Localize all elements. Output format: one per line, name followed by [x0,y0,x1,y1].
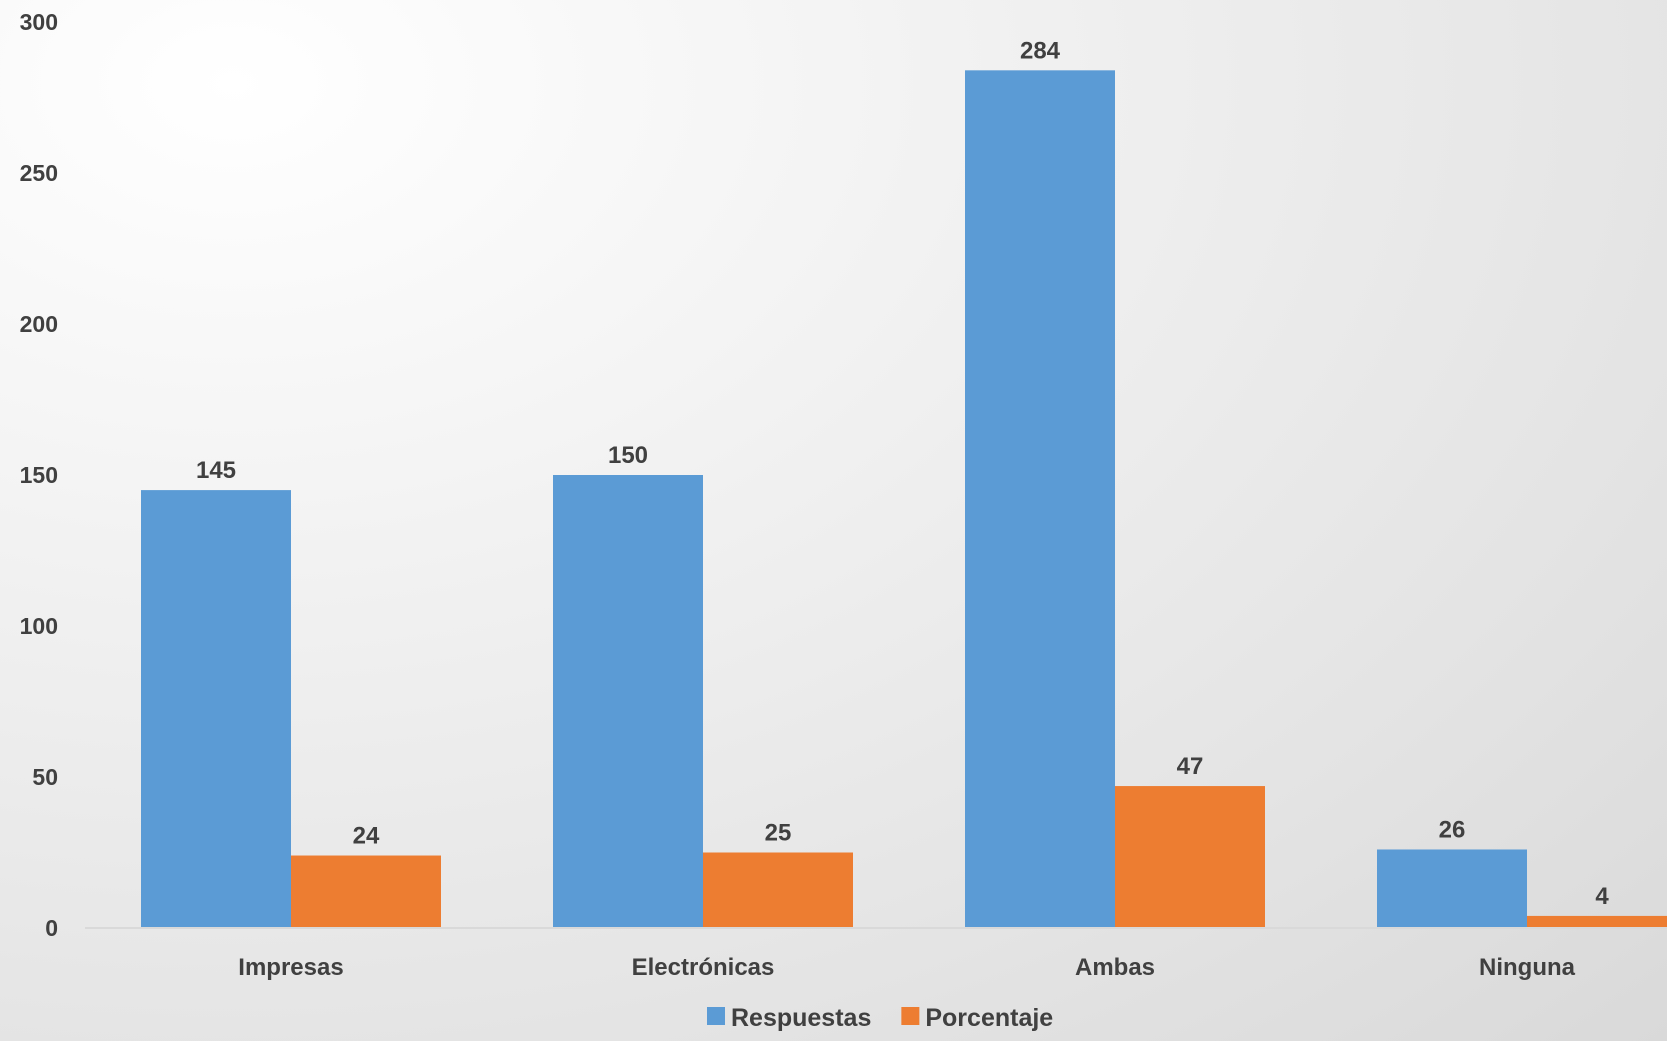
y-tick-label-100: 100 [20,613,58,639]
bar-respuestas-0 [141,490,291,928]
x-tick-label-1: Electrónicas [632,954,775,981]
y-tick-label-250: 250 [20,160,58,186]
bar-respuestas-2 [965,70,1115,928]
x-tick-label-3: Ninguna [1479,954,1576,981]
bars-layer [141,70,1667,928]
data-label-respuestas-0: 145 [196,457,236,484]
x-axis: Impresas Electrónicas Ambas Ninguna [238,954,1575,981]
data-label-porcentaje-2: 47 [1177,753,1204,780]
bar-porcentaje-0 [291,855,441,928]
bar-respuestas-3 [1377,849,1527,928]
data-labels-layer: 145 24 150 25 284 47 26 4 [196,37,1609,910]
y-tick-label-50: 50 [32,764,58,790]
legend: Respuestas Porcentaje [707,1004,1053,1032]
bar-porcentaje-1 [703,852,853,928]
data-label-respuestas-1: 150 [608,442,648,469]
bar-porcentaje-2 [1115,786,1265,928]
bar-porcentaje-3 [1527,915,1667,928]
y-tick-label-300: 300 [20,9,58,35]
data-label-porcentaje-3: 4 [1595,883,1609,910]
y-axis: 0 50 100 150 200 250 300 [20,9,58,941]
data-label-respuestas-2: 284 [1020,37,1061,64]
data-label-porcentaje-0: 24 [353,823,380,850]
bar-respuestas-1 [553,475,703,928]
y-tick-label-200: 200 [20,311,58,337]
legend-label-respuestas: Respuestas [731,1004,871,1032]
data-label-respuestas-3: 26 [1439,816,1466,843]
y-tick-label-150: 150 [20,462,58,488]
x-tick-label-0: Impresas [238,954,343,981]
legend-swatch-porcentaje [901,1007,920,1025]
y-tick-label-0: 0 [45,915,58,941]
x-tick-label-2: Ambas [1075,954,1155,981]
data-label-porcentaje-1: 25 [765,820,792,847]
legend-label-porcentaje: Porcentaje [925,1004,1053,1032]
legend-swatch-respuestas [707,1007,725,1025]
